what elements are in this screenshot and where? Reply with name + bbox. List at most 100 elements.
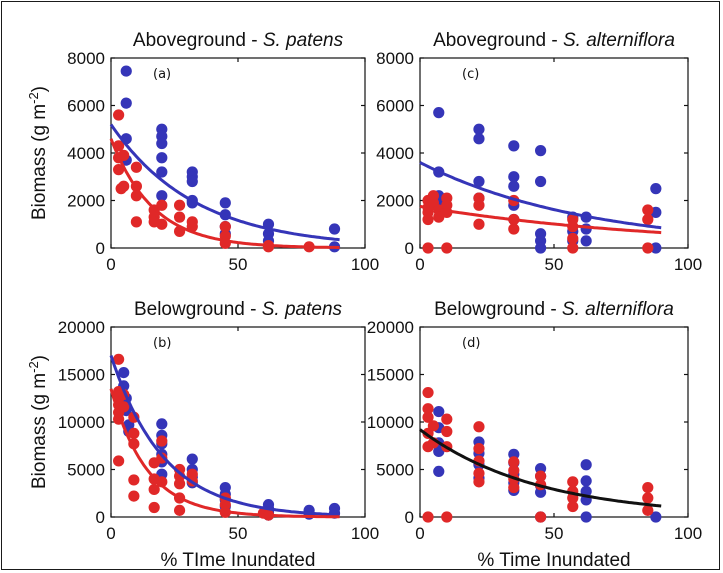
data-point	[128, 474, 140, 486]
panel-2: 0 50 100 0 2000 4000 6000 8000 Aboveground - S. …	[376, 30, 702, 274]
y-axis-label-text: Biomass (g m	[29, 373, 50, 489]
x-tick-label: 50	[545, 255, 564, 274]
data-point	[433, 405, 445, 418]
data-point	[508, 464, 520, 477]
data-point	[567, 232, 579, 245]
data-point	[422, 511, 434, 523]
y-axis-label: Biomass (g m-2)	[26, 355, 50, 489]
data-point	[118, 401, 130, 413]
x-axis-label: % TIme Inundated	[161, 550, 316, 571]
data-point	[422, 411, 434, 423]
y-axis-label-suffix: )	[29, 355, 50, 361]
data-point	[508, 171, 520, 183]
data-point	[156, 137, 168, 150]
data-point	[473, 133, 485, 145]
data-point	[642, 242, 654, 254]
y-tick-label: 0	[405, 508, 414, 527]
data-point	[473, 199, 485, 211]
panel-title: Belowground - S. patens	[134, 299, 343, 320]
data-point	[186, 175, 198, 188]
data-point	[535, 470, 547, 482]
data-point	[148, 483, 160, 496]
fit-curve	[109, 138, 340, 249]
data-point	[508, 481, 520, 494]
panel-title-species: S. patens	[262, 299, 343, 320]
y-axis-label-exponent: -2	[26, 361, 41, 373]
data-point	[642, 204, 654, 216]
x-tick-label: 100	[674, 255, 702, 274]
y-tick-label: 20000	[367, 318, 414, 337]
data-point	[473, 175, 485, 188]
x-tick-label: 0	[106, 524, 115, 543]
fit-curve	[109, 355, 340, 517]
data-point	[642, 492, 654, 504]
y-axis-label: Biomass (g m-2)	[26, 86, 50, 220]
data-point	[422, 213, 434, 226]
data-point	[441, 511, 453, 523]
data-point	[156, 199, 168, 211]
y-tick-label: 6000	[67, 97, 105, 116]
data-point	[219, 197, 231, 209]
data-point	[567, 500, 579, 513]
y-tick-label: 0	[96, 508, 105, 527]
data-point	[128, 427, 140, 439]
panel-title: Aboveground - S. patens	[133, 30, 344, 51]
data-point	[156, 418, 168, 430]
panel-title: Belowground - S. alterniflora	[434, 299, 674, 320]
panel-4: 0 50 100 0 5000 10000 15000 20000 Belowground - …	[367, 299, 702, 571]
y-tick-label: 20000	[58, 318, 105, 337]
data-point	[508, 180, 520, 192]
data-point	[118, 367, 130, 379]
data-point	[535, 511, 547, 523]
data-point	[113, 455, 125, 467]
fit-curve	[109, 123, 340, 242]
data-point	[473, 123, 485, 135]
data-point	[113, 164, 125, 176]
data-point	[156, 152, 168, 164]
data-point	[130, 216, 142, 228]
data-point	[118, 180, 130, 192]
y-tick-label: 15000	[58, 366, 105, 385]
data-point	[186, 453, 198, 465]
fit-curve	[419, 204, 662, 235]
data-point	[473, 218, 485, 230]
data-point	[642, 481, 654, 494]
data-point	[580, 223, 592, 235]
data-point	[650, 242, 662, 254]
data-point	[441, 413, 453, 425]
y-tick-label: 4000	[376, 144, 414, 163]
data-point	[567, 242, 579, 254]
data-point	[508, 140, 520, 152]
panel-title-species: S. patens	[263, 30, 344, 51]
panel-letter: (a)	[153, 67, 171, 82]
data-point	[422, 242, 434, 254]
data-point	[156, 218, 168, 230]
data-point	[156, 166, 168, 178]
y-tick-label: 8000	[376, 49, 414, 68]
data-point	[113, 353, 125, 365]
data-point	[650, 183, 662, 195]
data-point	[433, 107, 445, 119]
panel-letter: (c)	[462, 67, 479, 82]
y-axis-label-exponent: -2	[26, 92, 41, 104]
x-tick-label: 50	[545, 524, 564, 543]
data-point	[508, 223, 520, 235]
panel-title: Aboveground - S. alterniflora	[433, 30, 675, 51]
data-point	[441, 242, 453, 254]
data-point	[580, 475, 592, 487]
panel-title-prefix: Belowground -	[134, 299, 262, 320]
y-tick-label: 5000	[67, 461, 105, 480]
data-point	[173, 199, 186, 211]
data-point	[642, 213, 654, 226]
fit-curve	[419, 428, 662, 508]
data-point	[422, 386, 434, 399]
data-point	[567, 476, 579, 488]
panel-title-prefix: Aboveground -	[133, 30, 263, 51]
data-point	[328, 223, 341, 235]
data-point	[120, 65, 132, 77]
data-point	[508, 456, 520, 468]
y-tick-label: 2000	[67, 192, 105, 211]
y-tick-label: 0	[96, 239, 105, 258]
